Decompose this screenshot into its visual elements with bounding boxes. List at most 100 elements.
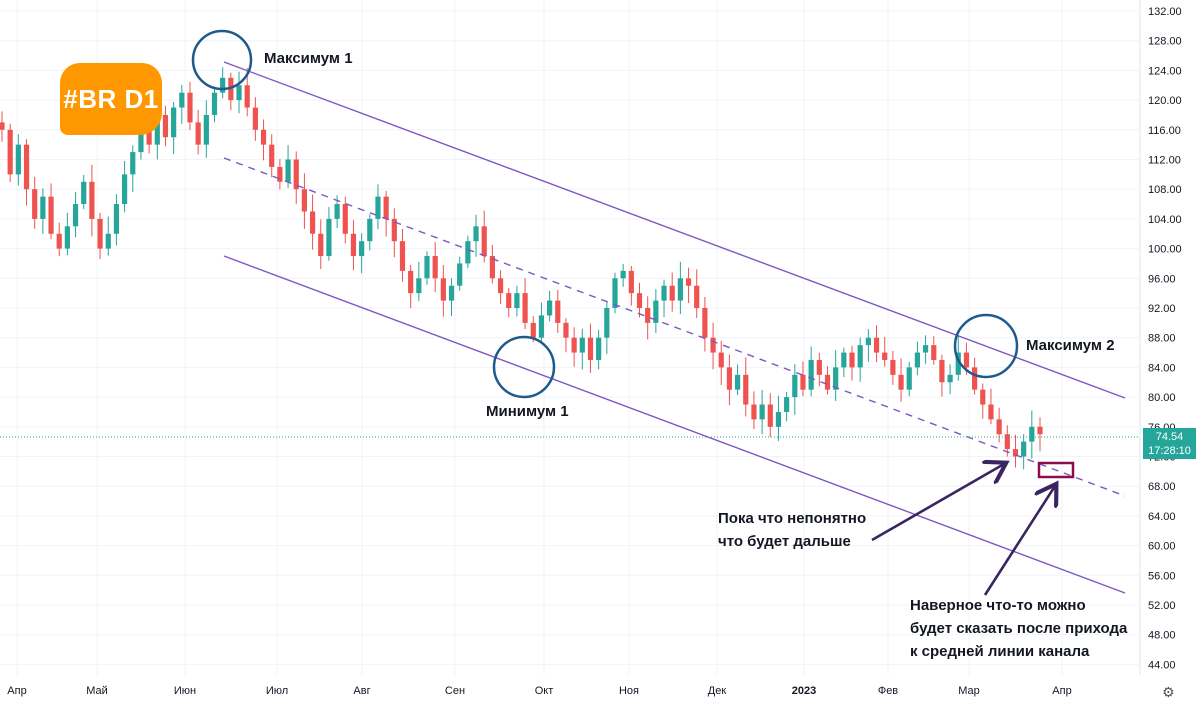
candle-body [718,352,724,368]
x-axis: Апр Май Июн Июл Авг Сен Окт Ноя Дек 2023 Фев Мар Апр [7,685,1071,697]
candle-body [203,114,209,145]
gear-icon[interactable]: ⚙ [1162,684,1175,700]
candle-body [72,204,79,227]
max2-circle [953,313,1019,379]
candle-body [138,122,144,153]
candle-body [857,345,863,368]
current-price-value: 74.54 [1155,431,1184,443]
candle-body [269,144,275,167]
candle-body [596,337,602,360]
candle-body [547,300,553,316]
candle-body [399,241,406,271]
y-tick-label: 104.00 [1148,214,1182,226]
channel-middle-line [223,157,1126,497]
y-tick-label: 128.00 [1148,36,1182,48]
candle-body [0,122,5,130]
candle-body [955,352,961,375]
candle-body [187,92,193,123]
candle-body [342,204,348,234]
arrow-2 [983,486,1055,596]
candle-body [767,404,773,427]
max1-circle [191,29,253,91]
candle-body [1029,426,1035,442]
candle-body [220,77,226,93]
candle-body [334,204,340,219]
candle-body [816,359,822,375]
candle-body [1037,426,1043,435]
candle-body [32,189,38,219]
y-tick-label: 132.00 [1148,6,1182,18]
candle-body [604,308,610,338]
candle-body [195,122,201,145]
candle-body [252,107,258,130]
candle-body [301,189,308,212]
y-tick-label: 96.00 [1148,273,1176,285]
candle-body [555,300,561,323]
candle-body [23,144,30,190]
candle-body [784,397,790,412]
candle-body [800,374,806,390]
candle-body [726,367,733,390]
candle-body [669,285,675,301]
note1-line2: что будет дальше [718,533,851,550]
candle-body [97,218,103,249]
candle-body [481,226,487,257]
candle-body [489,256,495,279]
candle-body [293,159,299,190]
y-tick-label: 112.00 [1148,155,1181,167]
candle-body [244,85,250,108]
candle-body [702,308,708,338]
min1-circle [492,335,556,399]
candle-body [146,122,152,145]
price-channel [223,61,1126,594]
candle-body [211,92,218,115]
candle-body [587,337,594,360]
y-tick-label: 56.00 [1148,570,1176,582]
candle-body [882,352,888,360]
candle-body [48,196,54,234]
label-min1: Минимум 1 [486,403,569,420]
y-tick-label: 120.00 [1148,95,1182,107]
label-max1: Максимум 1 [264,50,353,67]
candle-body [424,256,430,279]
candle-body [694,285,700,308]
candle-body [522,293,528,323]
candle-body [260,129,267,145]
y-tick-label: 44.00 [1148,659,1176,671]
candle-body [824,374,831,390]
note2-line3: к средней линии канала [910,643,1090,660]
candle-body [980,389,986,405]
candle-body [89,181,95,219]
candle-body [154,114,160,145]
candle-body [7,129,13,175]
x-tick-label: Апр [7,685,26,697]
x-tick-label: Апр [1052,685,1071,697]
candle-body [391,218,397,242]
candle-body [130,152,136,175]
y-tick-label: 124.00 [1148,65,1182,77]
candle-body [571,337,577,353]
x-tick-label: Дек [708,685,727,697]
candle-body [228,77,234,101]
x-tick-label: Авг [353,685,370,697]
candle-body [350,233,357,257]
candle-body [653,300,659,323]
candle-body [751,404,757,420]
candle-body [775,411,782,427]
candle-body [963,352,970,368]
y-tick-label: 52.00 [1148,600,1176,612]
y-tick-label: 108.00 [1148,184,1182,196]
candle-body [121,174,128,205]
candle-body [64,226,70,249]
candle-body [890,359,896,375]
candle-body [947,374,953,383]
ticker-badge: #BR D1 [60,63,162,135]
candle-body [285,159,291,182]
candle-body [743,374,749,405]
label-max2: Максимум 2 [1026,337,1115,354]
x-tick-label: 2023 [792,685,816,697]
candle-body [81,181,87,205]
candle-body [628,270,634,294]
candle-body [506,293,512,308]
